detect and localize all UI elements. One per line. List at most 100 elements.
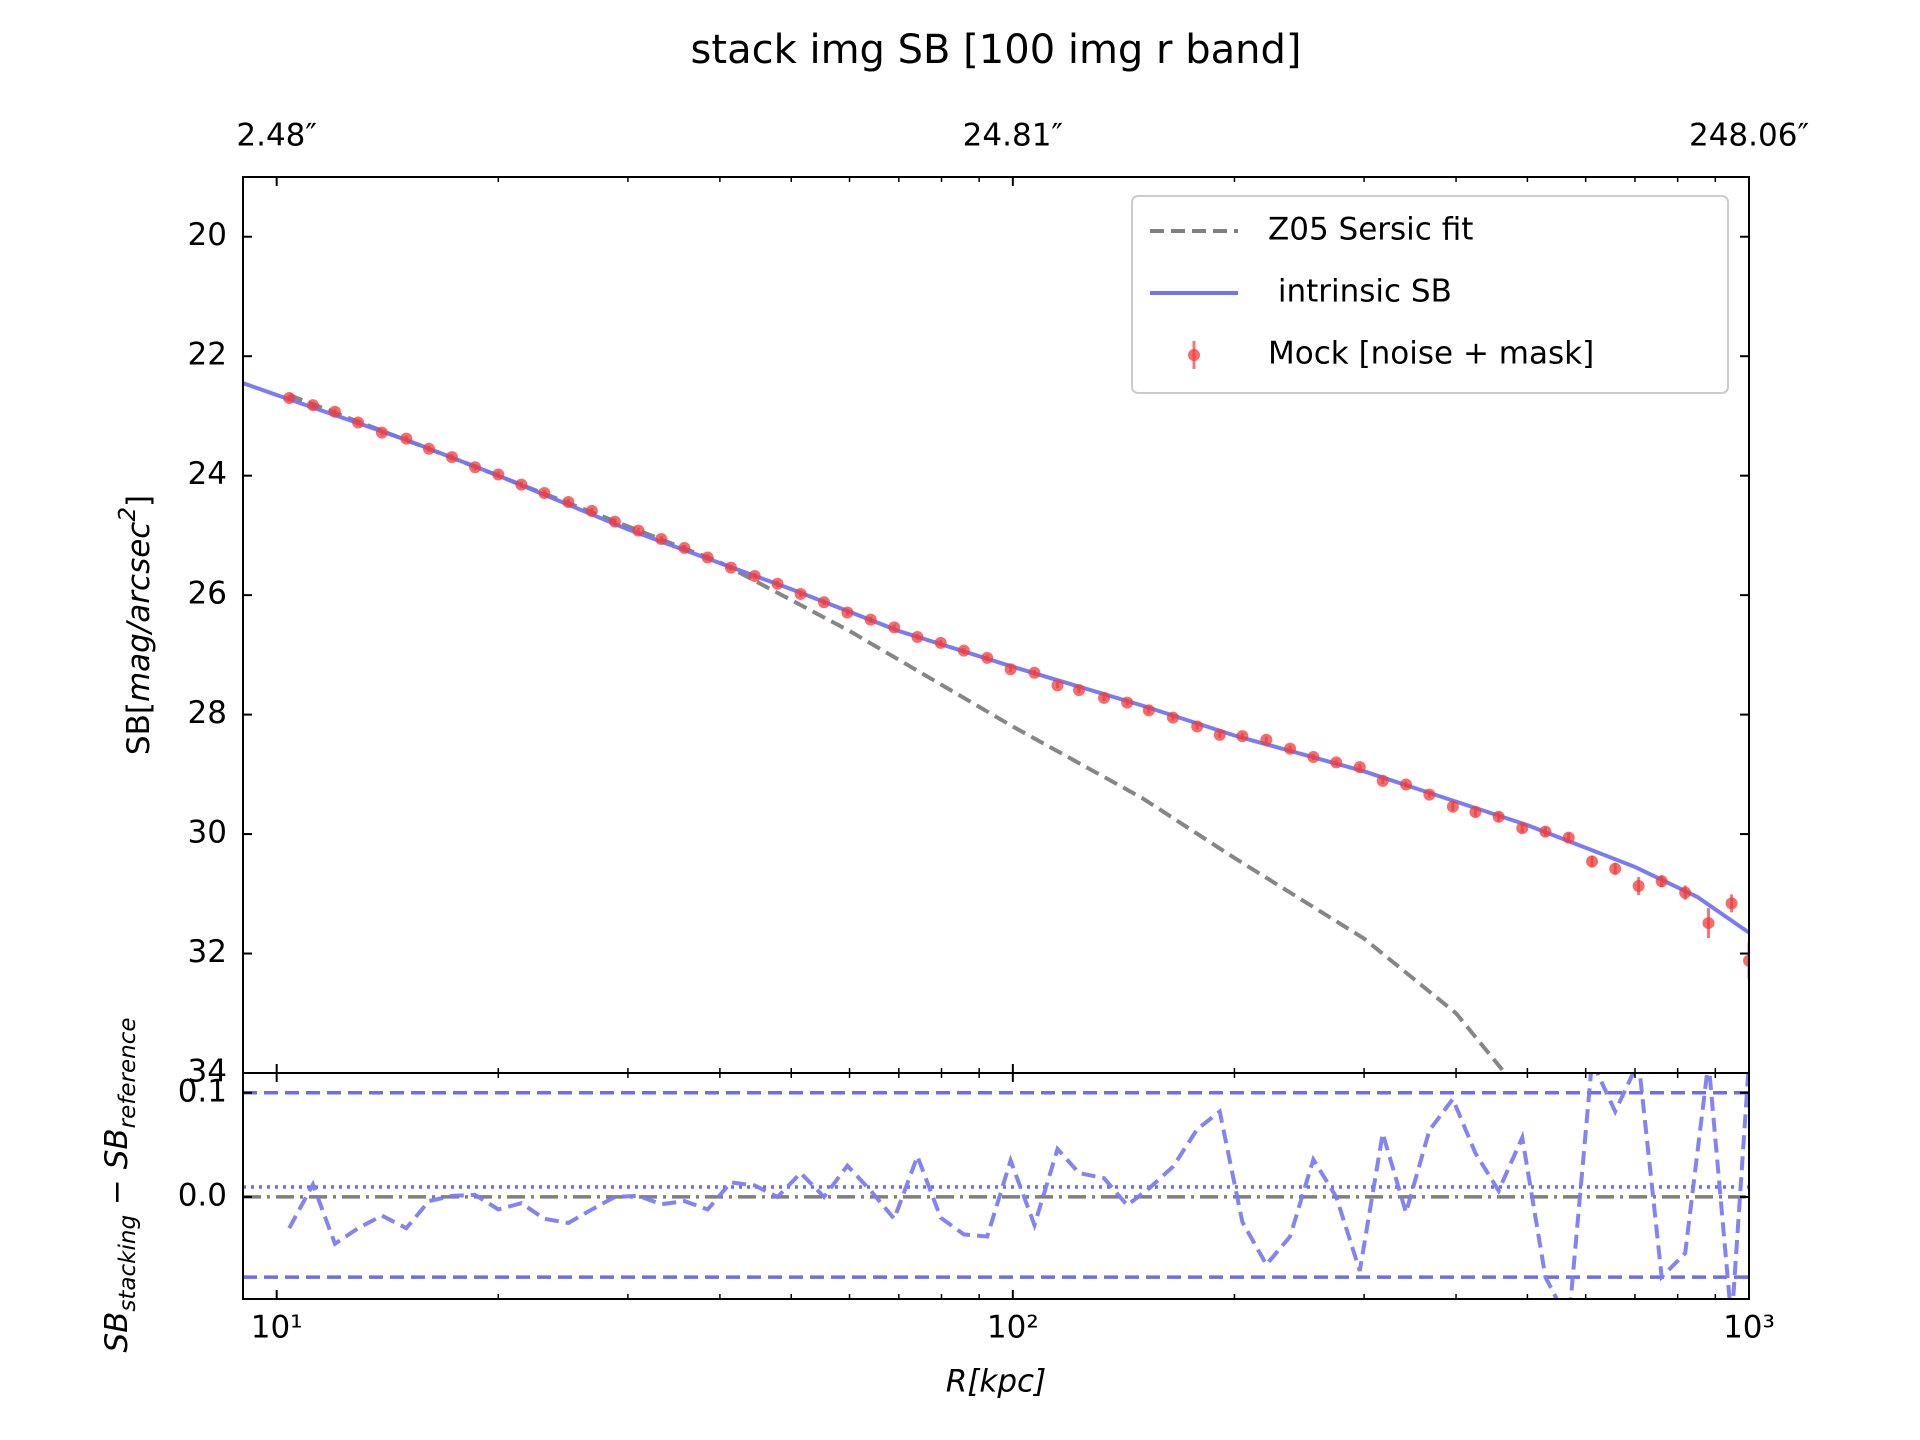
data-point — [492, 468, 505, 481]
data-point — [701, 551, 714, 564]
data-point — [1399, 778, 1412, 791]
top-tick-label: 24.81″ — [963, 118, 1063, 154]
y-tick-label: 0.1 — [178, 1073, 227, 1109]
data-point — [771, 577, 784, 590]
data-point — [1353, 761, 1366, 774]
x-tick-label: 10³ — [1723, 1310, 1775, 1346]
data-point — [724, 561, 737, 574]
data-point — [1028, 666, 1041, 679]
data-point — [1562, 831, 1575, 844]
data-point — [1702, 917, 1715, 930]
data-point — [794, 587, 807, 600]
data-point — [1586, 855, 1599, 868]
data-point — [1376, 774, 1389, 787]
legend-label: Z05 Sersic fit — [1268, 212, 1473, 248]
data-point — [608, 515, 621, 528]
data-point — [678, 541, 691, 554]
data-point — [445, 451, 458, 464]
data-point — [1213, 728, 1226, 741]
y-tick-label: 28 — [188, 695, 227, 731]
y-tick-label: 32 — [188, 934, 227, 970]
y-axis-label-part: − SB — [99, 1128, 135, 1215]
y-tick-label: 26 — [188, 576, 227, 612]
data-point — [1166, 711, 1179, 724]
data-point — [422, 442, 435, 455]
legend-box — [1131, 195, 1729, 394]
data-point — [957, 644, 970, 657]
data-point — [1492, 810, 1505, 823]
data-point — [818, 596, 831, 609]
data-point — [632, 524, 645, 537]
data-line — [243, 381, 1749, 935]
data-point — [1004, 663, 1017, 676]
data-point — [469, 461, 482, 474]
data-point — [1469, 805, 1482, 818]
data-point — [1539, 825, 1552, 838]
y-tick-label: 30 — [188, 815, 227, 851]
data-point — [888, 621, 901, 634]
data-point — [1284, 742, 1297, 755]
top-tick-label: 2.48″ — [236, 118, 317, 154]
legend-swatch — [1188, 349, 1200, 361]
data-point — [400, 432, 413, 445]
top-tick-label: 248.06″ — [1689, 118, 1809, 154]
y-axis-label-part: stacking — [115, 1215, 141, 1312]
data-point — [1142, 704, 1155, 717]
data-point — [1516, 822, 1529, 835]
data-point — [1260, 733, 1273, 746]
data-point — [1073, 684, 1086, 697]
data-point — [562, 495, 575, 508]
data-point — [748, 570, 761, 583]
data-point — [841, 606, 854, 619]
y-axis-label-part: reference — [115, 1017, 141, 1128]
data-point — [1236, 730, 1249, 743]
data-point — [1330, 756, 1343, 769]
chart-title: stack img SB [100 img r band] — [691, 27, 1302, 73]
data-point — [1609, 862, 1622, 875]
axes-frame — [242, 1072, 1750, 1300]
data-point — [1632, 880, 1645, 893]
data-point — [1725, 897, 1738, 910]
data-point — [352, 416, 365, 429]
y-axis-label: SB[mag/arcsec2​] — [115, 495, 157, 755]
data-point — [306, 399, 319, 412]
y-axis-label-part: ] — [121, 495, 157, 507]
data-point — [1423, 788, 1436, 801]
data-point — [1446, 800, 1459, 813]
data-point — [585, 504, 598, 517]
data-point — [655, 532, 668, 545]
y-axis-label-part: mag/arcsec — [121, 522, 157, 702]
legend-label: Mock [noise + mask] — [1268, 336, 1594, 372]
data-point — [934, 636, 947, 649]
data-line — [287, 1073, 1749, 1299]
y-axis-label-part: SB[ — [121, 702, 157, 755]
y-tick-label: 22 — [188, 337, 227, 373]
data-point — [328, 405, 341, 418]
x-tick-label: 10² — [987, 1310, 1039, 1346]
data-point — [1743, 954, 1749, 967]
data-point — [283, 392, 296, 405]
y-axis-label-part: 2 — [115, 507, 141, 522]
data-point — [375, 426, 388, 439]
data-point — [1098, 691, 1111, 704]
data-point — [538, 486, 551, 499]
data-point — [515, 478, 528, 491]
data-line — [288, 393, 1507, 1073]
data-point — [1307, 751, 1320, 764]
y-tick-label: 0.0 — [178, 1177, 227, 1213]
x-axis-label: R[kpc] — [946, 1364, 1046, 1400]
data-point — [864, 613, 877, 626]
y-tick-label: 20 — [188, 217, 227, 253]
y-tick-label: 24 — [188, 456, 227, 492]
data-point — [1051, 679, 1064, 692]
data-point — [1121, 696, 1134, 709]
data-point — [1679, 886, 1692, 899]
legend-label: intrinsic SB — [1268, 274, 1452, 310]
data-point — [1655, 875, 1668, 888]
data-point — [911, 630, 924, 643]
x-tick-label: 10¹ — [251, 1310, 303, 1346]
y-tick-label: 34 — [188, 1054, 227, 1090]
data-point — [1191, 720, 1204, 733]
plot-area — [243, 1073, 1749, 1299]
